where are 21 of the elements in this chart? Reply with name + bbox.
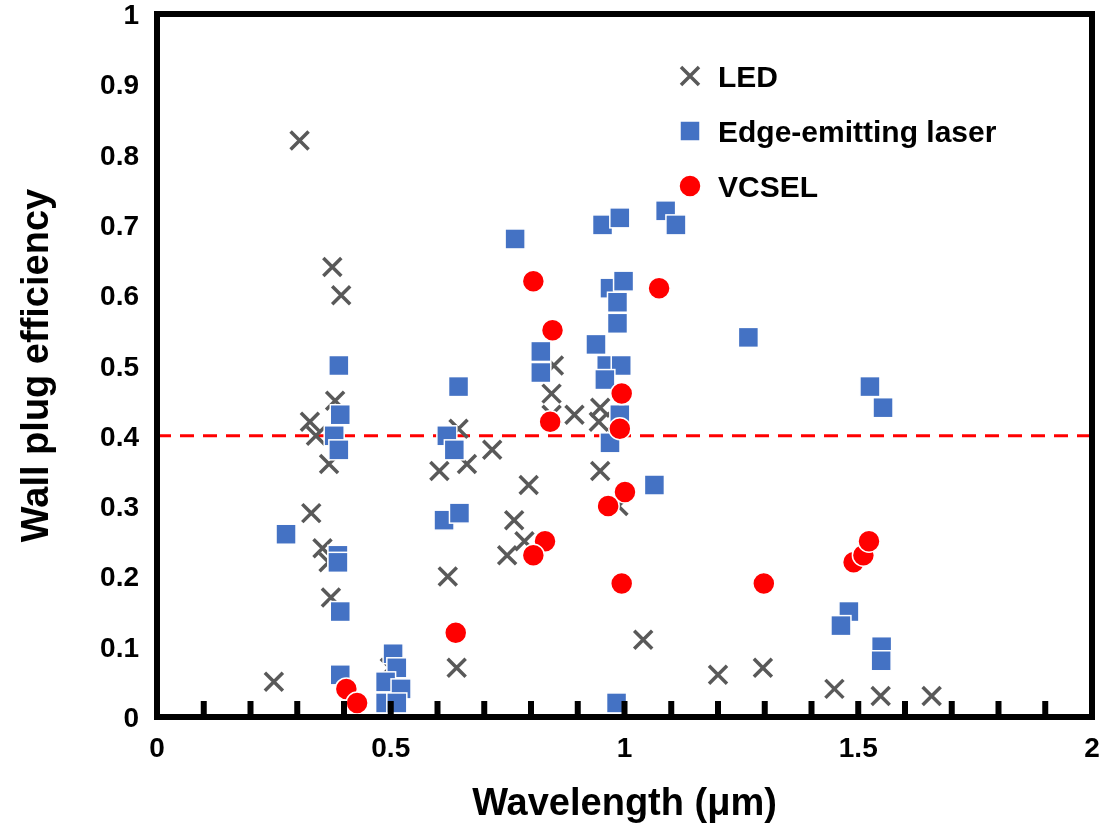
y-tick-label: 0.1 [100,631,139,663]
y-tick-label: 0.5 [100,350,139,382]
y-tick-label: 0.7 [100,209,139,241]
y-tick-label: 0.9 [100,69,139,101]
x-tick-label: 0 [149,732,165,763]
legend-label: Edge-emitting laser [718,115,997,148]
x-axis-title: Wavelength (μm) [472,781,777,823]
legend-label: VCSEL [718,170,819,203]
y-tick-label: 0.3 [100,491,139,523]
x-tick-label: 1.5 [838,732,878,763]
y-tick-label: 0.8 [100,139,139,171]
y-tick-label: 1 [123,0,139,30]
y-tick-label: 0.2 [100,561,139,593]
y-axis-title: Wall plug efficiency [14,188,56,543]
x-tick-label: 2 [1084,732,1100,763]
y-tick-label: 0.6 [100,280,139,312]
x-tick-label: 1 [616,732,633,763]
x-tick-label: 0.5 [371,732,411,763]
legend-label: LED [718,60,778,93]
y-tick-label: 0.4 [100,420,140,452]
y-tick-label: 0 [123,702,139,733]
